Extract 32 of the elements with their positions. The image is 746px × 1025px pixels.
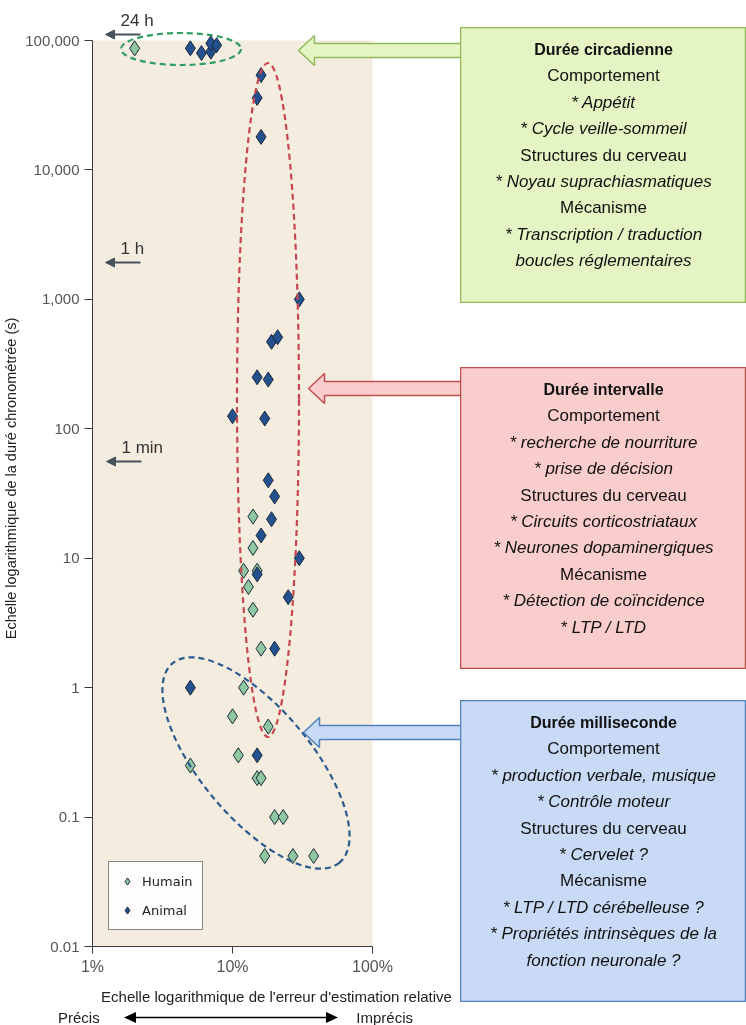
text: Durée intervalle — [543, 381, 664, 398]
x-tick-label: 100% — [352, 957, 393, 975]
annotation: 1 min — [121, 437, 164, 457]
y-tick-label: 0.1 — [58, 808, 80, 826]
x-axis-title: Echelle logarithmique de l'erreur d'estimation relative — [101, 987, 452, 1005]
y-tick-label: 10 — [62, 549, 80, 567]
y-tick-label: 0.01 — [50, 937, 80, 955]
text: Précis — [58, 1008, 100, 1025]
text: Structures du cerveau * Circuits corticostriataux * Neurones dopaminergiques — [493, 485, 715, 558]
y-axis-title: Echelle logarithmique de la duré chronométrée (s) — [3, 317, 20, 640]
text: Mécanisme * Détection de coïncidence * LTP / LTD — [502, 564, 705, 637]
y-tick-label: 100,000 — [25, 31, 80, 49]
text: Structures du cerveau * Cervelet ? — [520, 818, 687, 864]
y-tick-label: 100 — [54, 419, 80, 437]
text: Structures du cerveau * Noyau suprachiasmatiques — [495, 145, 713, 191]
annotation: 1 h — [120, 238, 145, 258]
text: Comportement * recherche de nourriture * prise de décision — [509, 406, 698, 479]
x-tick-label: 1% — [80, 957, 105, 975]
x-tick-label: 10% — [216, 957, 249, 975]
text: Comportement * Appétit * Cycle veille-sommeil — [520, 66, 688, 139]
text: Mécanisme * LTP / LTD cérébelleuse ? * Propriétés intrinsèques de la fonction neuronale ? — [490, 871, 717, 970]
text: Durée milliseconde — [530, 714, 677, 731]
y-tick-label: 1 — [71, 678, 80, 696]
text: Imprécis — [356, 1008, 413, 1025]
text: Comportement * production verbale, musique * Contrôle moteur — [491, 739, 716, 812]
y-tick-label: 10,000 — [33, 160, 80, 178]
y-tick-label: 1,000 — [41, 290, 80, 308]
text: 24 h — [120, 10, 154, 30]
legend-label: Animal — [142, 902, 187, 918]
text: Durée circadienne — [534, 41, 673, 58]
text: Mécanisme * Transcription / traduction boucles réglementaires — [504, 198, 703, 271]
legend-label: Humain — [142, 873, 193, 889]
